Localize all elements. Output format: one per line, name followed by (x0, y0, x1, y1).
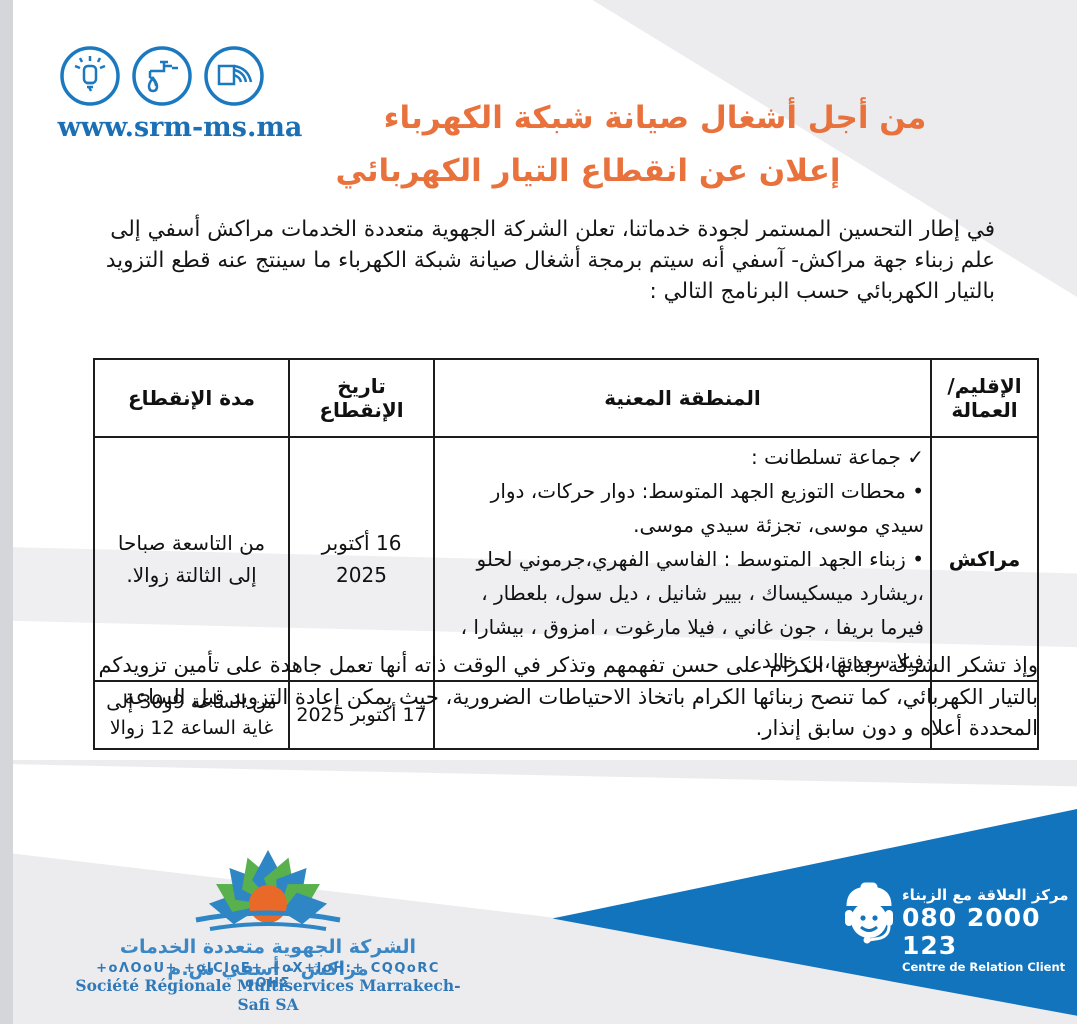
company-name-arabic: الشركة الجهوية متعددة الخدمات مراكش - أس… (119, 936, 417, 980)
cell-area (433, 680, 932, 750)
call-center-agent-icon (845, 882, 893, 944)
cell-province: مراكش (930, 436, 1039, 682)
call-center-label-fr: Centre de Relation Client (902, 960, 1066, 974)
sanitation-icon (204, 46, 264, 106)
company-logo (195, 850, 341, 931)
cell-duration: من الساعة 9و30 إلى غاية الساعة 12 زوالا (93, 680, 290, 750)
call-center-phone: 080 2000 123 (902, 903, 1041, 960)
table-row: مراكش ✓ جماعة تسلطانت : • محطات التوزيع … (93, 436, 1039, 682)
company-name-tifinagh: +oΛOoU+ +oICIoE+ +oX+IoH:+ CQQoRC oOHΣ (96, 961, 440, 991)
header-date: تاريخ الإنقطاع (288, 358, 435, 438)
electricity-icon (60, 46, 120, 106)
company-name-french: Société Régionale Multiservices Marrakec… (75, 976, 461, 1014)
header-area: المنطقة المعنية (433, 358, 932, 438)
cell-duration: من التاسعة صباحا إلى الثالتة زوالا. (93, 436, 290, 682)
cell-area: ✓ جماعة تسلطانت : • محطات التوزيع الجهد … (433, 436, 932, 682)
cell-date: 16 أكتوبر 2025 (288, 436, 435, 682)
table-header-row: الإقليم/ العمالة المنطقة المعنية تاريخ ا… (93, 358, 1039, 438)
left-edge-strip (0, 0, 13, 1024)
water-icon (132, 46, 192, 106)
header-province: الإقليم/ العمالة (930, 358, 1039, 438)
call-center-block: مركز العلاقة مع الزبناء 080 2000 123 Cen… (902, 886, 1077, 974)
website-url: www.srm-ms.ma (57, 112, 303, 143)
cell-date: 17 أكتوبر 2025 (288, 680, 435, 750)
service-icons (58, 44, 308, 108)
header-duration: مدة الإنقطاع (93, 358, 290, 438)
announcement-title-line2: إعلان عن انقطاع التيار الكهربائي (335, 153, 841, 189)
intro-paragraph: في إطار التحسين المستمر لجودة خدماتنا، ت… (105, 217, 995, 304)
cell-province (930, 680, 1039, 750)
closing-paragraph: وإذ تشكر الشركة زبنائها الكرام على حسن ت… (98, 653, 1038, 740)
call-center-label-ar: مركز العلاقة مع الزبناء (902, 886, 1069, 904)
outage-schedule-table: الإقليم/ العمالة المنطقة المعنية تاريخ ا… (93, 358, 1039, 750)
table-row: 17 أكتوبر 2025 من الساعة 9و30 إلى غاية ا… (93, 680, 1039, 750)
announcement-title-line1: من أجل أشغال صيانة شبكة الكهرباء (383, 100, 927, 136)
